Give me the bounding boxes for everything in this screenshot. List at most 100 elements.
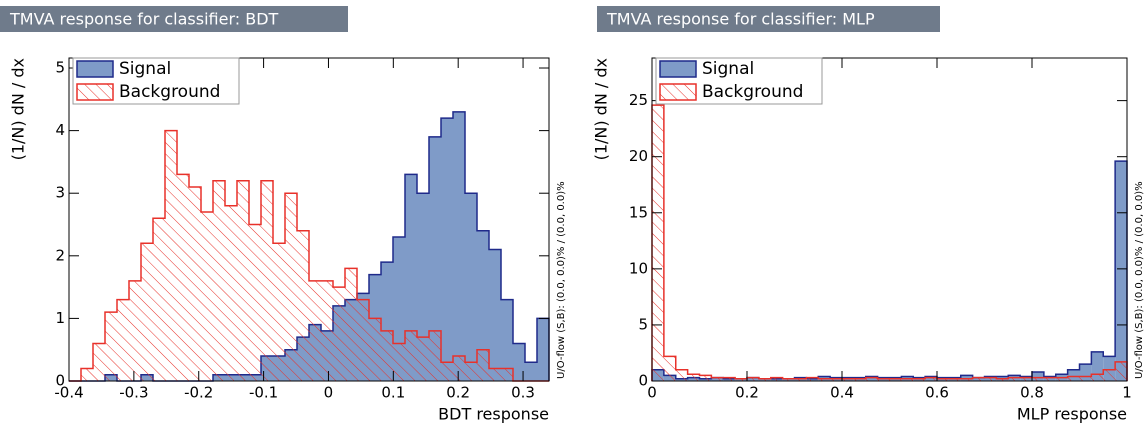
background-bar bbox=[889, 378, 902, 381]
y-tick-label: 0 bbox=[638, 372, 648, 390]
background-bar bbox=[201, 211, 213, 381]
background-bar bbox=[405, 330, 417, 381]
background-bar bbox=[948, 378, 961, 381]
background-bar bbox=[345, 268, 357, 381]
chart-title: TMVA response for classifier: BDT bbox=[9, 10, 279, 29]
x-tick-label: 0.4 bbox=[830, 384, 854, 402]
background-bar bbox=[177, 174, 189, 381]
series-outline bbox=[651, 160, 1128, 381]
background-bar bbox=[153, 218, 165, 381]
background-bar bbox=[972, 377, 985, 381]
background-bar bbox=[842, 378, 854, 381]
legend-swatch bbox=[76, 60, 114, 78]
background-bar bbox=[429, 330, 441, 381]
x-axis-label: MLP response bbox=[1017, 405, 1127, 424]
legend-swatch bbox=[659, 83, 697, 101]
background-bar bbox=[806, 377, 819, 381]
background-bar bbox=[723, 377, 736, 381]
x-axis-label: BDT response bbox=[438, 405, 549, 424]
background-bar bbox=[782, 378, 795, 381]
signal-bar bbox=[525, 362, 537, 381]
background-bar bbox=[81, 368, 93, 381]
signal-bar bbox=[1103, 356, 1116, 381]
background-bar bbox=[1115, 361, 1127, 381]
x-tick-label: 0.3 bbox=[511, 384, 535, 402]
background-bar bbox=[687, 374, 700, 381]
series-outline bbox=[69, 129, 549, 382]
background-bar bbox=[711, 377, 724, 381]
background-bar bbox=[794, 378, 807, 381]
y-axis-label: (1/N) dN / dx bbox=[9, 58, 28, 160]
x-tick-label: 0.2 bbox=[446, 384, 470, 402]
x-tick-label: 0 bbox=[324, 384, 334, 402]
signal-bar bbox=[441, 118, 453, 382]
title-box bbox=[0, 6, 348, 32]
background-bar bbox=[309, 280, 321, 381]
background-bar bbox=[141, 243, 153, 381]
background-bar bbox=[297, 230, 309, 381]
x-tick-label: 0.6 bbox=[925, 384, 949, 402]
background-bar bbox=[747, 377, 759, 381]
background-bar bbox=[321, 280, 333, 381]
signal-bar bbox=[465, 193, 477, 381]
signal-bar bbox=[1115, 161, 1127, 381]
background-bar bbox=[1043, 377, 1056, 381]
y-tick-label: 5 bbox=[638, 315, 648, 333]
legend-label: Background bbox=[702, 82, 803, 102]
background-bar bbox=[818, 378, 831, 381]
background-bar bbox=[477, 349, 489, 381]
background-bar bbox=[865, 377, 878, 381]
legend-swatch bbox=[659, 60, 697, 78]
background-bar bbox=[984, 377, 997, 381]
signal-bar bbox=[405, 174, 417, 381]
signal-bar bbox=[1067, 369, 1080, 381]
overflow-note: U/O-flow (S,B): (0.0, 0.0)% / (0.0, 0.0)… bbox=[1134, 181, 1145, 379]
background-bar bbox=[333, 287, 345, 381]
background-bar bbox=[285, 193, 297, 381]
background-bar bbox=[901, 378, 914, 381]
background-bar bbox=[381, 330, 393, 381]
signal-bar bbox=[429, 136, 441, 381]
background-bar bbox=[105, 312, 117, 381]
plot-frame bbox=[651, 57, 1128, 382]
signal-bar bbox=[513, 343, 525, 381]
x-tick-label: -0.3 bbox=[119, 384, 148, 402]
y-tick-label: 3 bbox=[55, 184, 65, 202]
background-bar bbox=[830, 378, 842, 381]
y-tick-label: 10 bbox=[629, 259, 648, 277]
legend-label: Signal bbox=[119, 59, 171, 79]
background-bar bbox=[213, 180, 225, 381]
background-bar bbox=[770, 377, 783, 381]
x-tick-label: 0.8 bbox=[1020, 384, 1044, 402]
background-bar bbox=[925, 377, 937, 381]
background-bar bbox=[699, 375, 712, 381]
x-tick-label: 0 bbox=[647, 384, 657, 402]
background-bar bbox=[453, 355, 465, 381]
legend-label: Background bbox=[119, 82, 220, 102]
background-bar bbox=[237, 180, 249, 381]
background-bar bbox=[1055, 377, 1068, 381]
background-bar bbox=[1103, 369, 1116, 381]
signal-bar bbox=[537, 318, 549, 381]
chart-title: TMVA response for classifier: MLP bbox=[606, 10, 875, 29]
y-tick-label: 2 bbox=[55, 246, 65, 264]
background-bar bbox=[735, 378, 747, 381]
background-bar bbox=[357, 299, 369, 381]
signal-bar bbox=[453, 111, 465, 381]
signal-bar bbox=[1032, 372, 1044, 381]
signal-bar bbox=[1079, 364, 1092, 381]
background-bar bbox=[1032, 377, 1044, 381]
signal-bar bbox=[477, 230, 489, 381]
background-bar bbox=[1067, 376, 1080, 381]
signal-bar bbox=[489, 249, 501, 381]
y-tick-label: 15 bbox=[629, 203, 648, 221]
background-bar bbox=[165, 130, 177, 381]
x-tick-label: -0.1 bbox=[249, 384, 278, 402]
x-tick-label: -0.4 bbox=[54, 384, 83, 402]
background-bar bbox=[129, 280, 141, 381]
signal-bar bbox=[417, 193, 429, 381]
y-tick-label: 25 bbox=[629, 91, 648, 109]
legend-label: Signal bbox=[702, 59, 754, 79]
background-bar bbox=[369, 318, 381, 381]
background-bar bbox=[877, 378, 890, 381]
